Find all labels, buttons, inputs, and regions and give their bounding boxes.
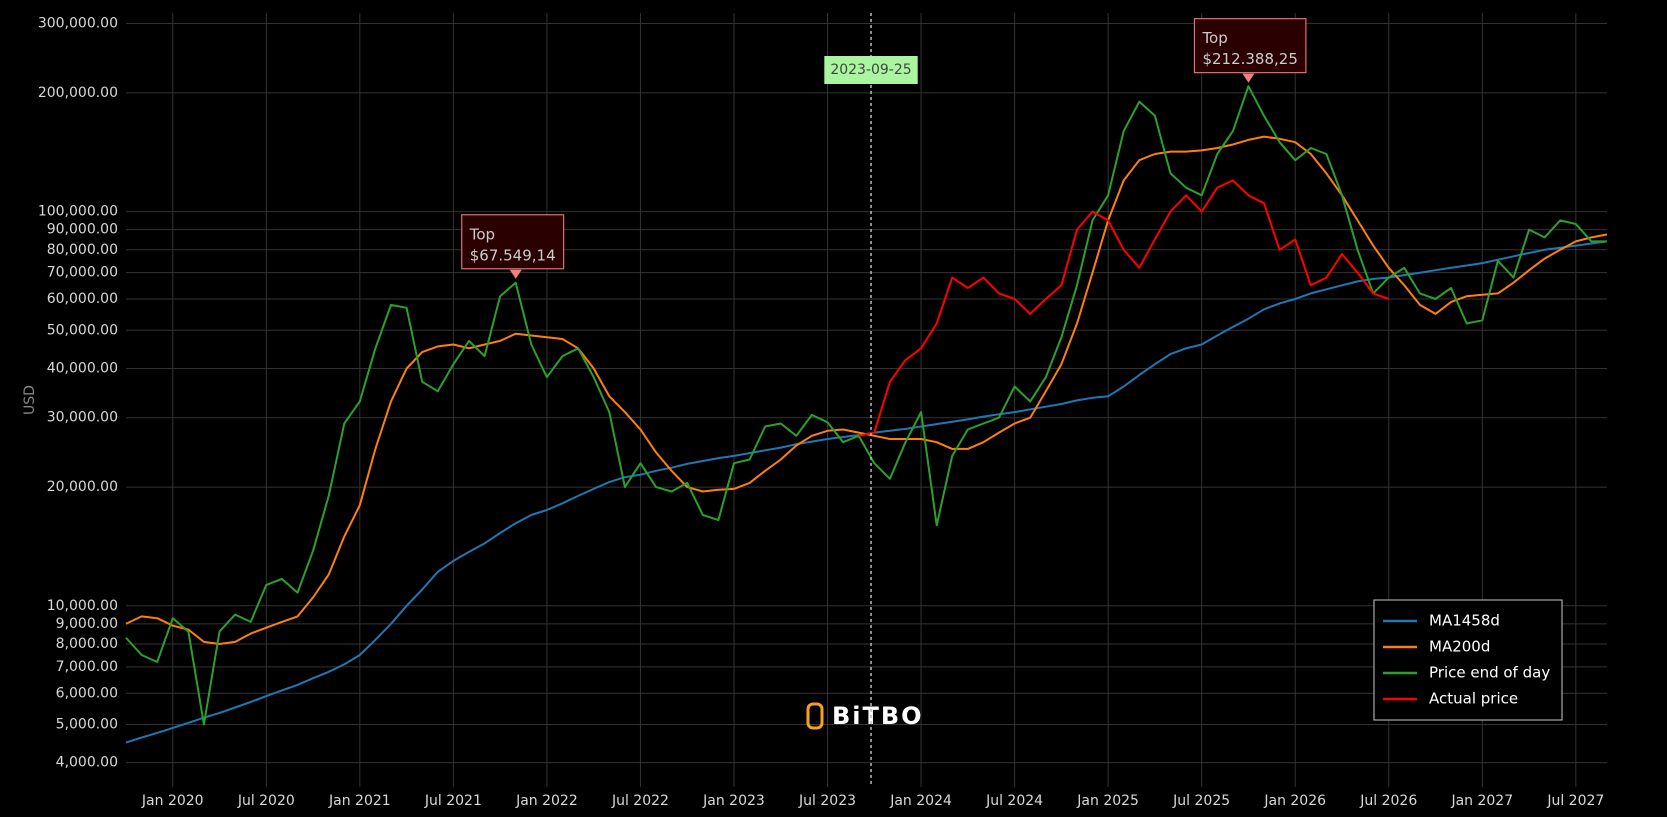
y-tick-label: 40,000.00: [47, 360, 118, 376]
top-callout: Top $67.549,14: [461, 214, 565, 270]
watermark: BiTBO: [806, 702, 924, 730]
annotations: 2023-09-25 Top $67.549,14 Top $212.388,25: [461, 13, 1307, 787]
x-tick-label: Jan 2023: [702, 793, 765, 809]
x-tick-label: Jul 2020: [237, 793, 295, 809]
x-tick-label: Jan 2022: [515, 793, 578, 809]
legend-label: Actual price: [1429, 690, 1518, 708]
y-tick-label: 100,000.00: [38, 204, 118, 220]
x-tick-label: Jan 2025: [1076, 793, 1139, 809]
x-tick-label: Jul 2022: [611, 793, 669, 809]
top-box: [1193, 18, 1307, 74]
x-tick-label: Jul 2021: [424, 793, 482, 809]
top-label: Top: [1201, 29, 1227, 47]
top-box: [461, 214, 565, 270]
top-callout: Top $212.388,25: [1193, 18, 1307, 74]
series-line: [858, 179, 1390, 437]
x-tick-label: Jan 2027: [1450, 793, 1513, 809]
y-tick-label: 7,000.00: [56, 659, 118, 675]
x-tick-label: Jul 2023: [798, 793, 856, 809]
y-axis-label: USD: [22, 385, 38, 415]
y-tick-label: 8,000.00: [56, 636, 118, 652]
legend: MA1458d MA200d Price end of day Actual pric…: [1373, 599, 1563, 721]
top-value-label: $67.549,14: [470, 246, 556, 264]
y-tick-label: 20,000.00: [47, 479, 118, 495]
grid: 4,000.00 5,000.00 6,000.00 7,000.00 8,000.00…: [38, 13, 1607, 809]
x-tick-label: Jul 2027: [1546, 793, 1604, 809]
x-tick-label: Jan 2020: [141, 793, 204, 809]
date-marker-box: [824, 56, 918, 84]
y-tick-label: 30,000.00: [47, 410, 118, 426]
x-tick-label: Jan 2021: [328, 793, 391, 809]
legend-label: Price end of day: [1429, 664, 1550, 682]
x-tick-label: Jul 2025: [1172, 793, 1230, 809]
top-marker: [1242, 73, 1255, 83]
x-tick-label: Jul 2024: [985, 793, 1043, 809]
x-tick-label: Jul 2026: [1359, 793, 1417, 809]
y-tick-label: 10,000.00: [47, 598, 118, 614]
y-tick-label: 80,000.00: [47, 242, 118, 258]
y-tick-label: 4,000.00: [56, 755, 118, 771]
y-tick-label: 6,000.00: [56, 685, 118, 701]
y-tick-label: 50,000.00: [47, 322, 118, 338]
y-tick-label: 5,000.00: [56, 716, 118, 732]
top-marker: [509, 269, 522, 279]
y-tick-label: 70,000.00: [47, 265, 118, 281]
y-tick-label: 300,000.00: [38, 16, 118, 32]
date-marker-label: 2023-09-25: [830, 62, 911, 78]
watermark-text: BiTBO: [832, 702, 924, 730]
y-tick-label: 90,000.00: [47, 222, 118, 238]
legend-label: MA200d: [1429, 638, 1490, 656]
top-value-label: $212.388,25: [1202, 50, 1297, 68]
series-line: [125, 85, 1607, 726]
top-label: Top: [469, 225, 495, 243]
y-tick-label: 60,000.00: [47, 291, 118, 307]
x-tick-label: Jan 2026: [1263, 793, 1326, 809]
watermark-icon: [806, 702, 824, 730]
lines: [125, 85, 1608, 744]
y-tick-label: 9,000.00: [56, 616, 118, 632]
y-tick-label: 200,000.00: [38, 85, 118, 101]
x-tick-label: Jan 2024: [889, 793, 952, 809]
legend-label: MA1458d: [1429, 612, 1500, 630]
